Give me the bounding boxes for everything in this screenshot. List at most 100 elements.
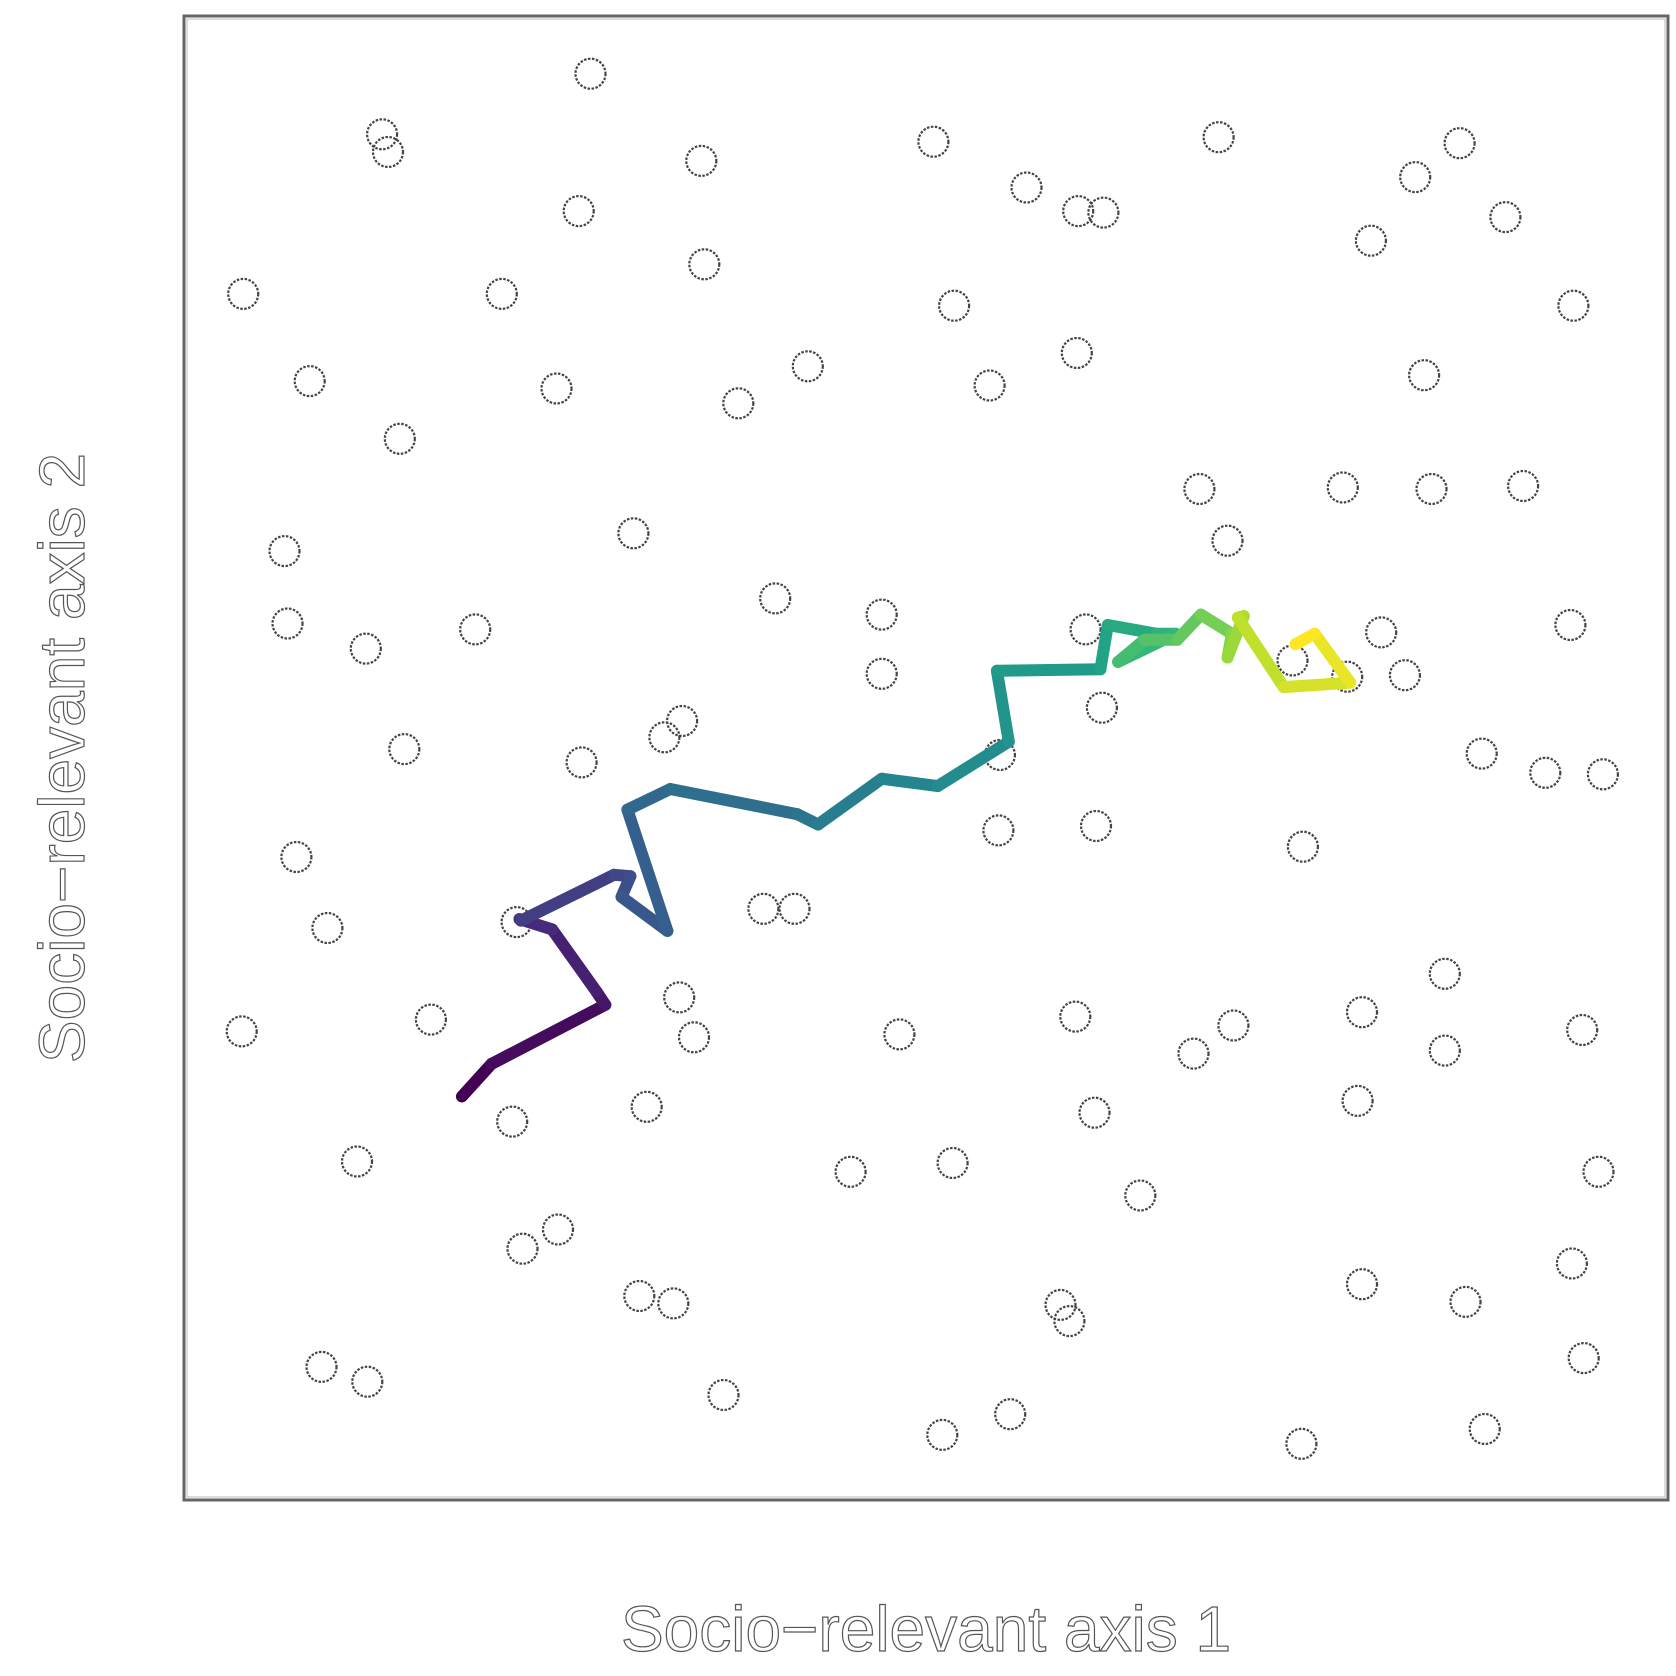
scatter-point xyxy=(1354,224,1388,257)
scatter-point xyxy=(685,144,718,177)
scatter-point xyxy=(791,350,824,383)
scatter-point xyxy=(1557,289,1590,322)
scatter-point xyxy=(1183,472,1216,506)
scatter-point xyxy=(1388,659,1422,692)
scatter-point xyxy=(1345,1268,1379,1301)
trajectory-segment xyxy=(515,868,621,927)
scatter-point xyxy=(305,1350,338,1384)
scatter-point xyxy=(1341,1084,1374,1118)
trajectory-segment xyxy=(1289,627,1321,651)
trajectory-segment xyxy=(1231,611,1290,694)
scatter-point xyxy=(541,1213,575,1246)
scatter-point xyxy=(485,277,518,310)
scatter-point xyxy=(366,118,399,151)
scatter-point xyxy=(1566,1013,1599,1047)
scatter-point xyxy=(1586,758,1620,791)
scatter-point xyxy=(865,598,898,631)
scatter-point xyxy=(722,387,755,420)
scatter-point xyxy=(1286,830,1320,863)
scatter-point xyxy=(937,289,971,322)
scatter-point xyxy=(1276,644,1309,677)
scatter-point xyxy=(1177,1037,1210,1070)
scatter-point xyxy=(623,1279,656,1313)
scatter-point xyxy=(883,1018,916,1051)
scatter-point xyxy=(414,1003,447,1036)
scatter-point xyxy=(1211,524,1244,557)
scatter-point xyxy=(973,369,1006,402)
scatter-point xyxy=(1060,336,1093,370)
scatter-point xyxy=(1465,737,1498,770)
trajectory-segment xyxy=(990,664,1015,748)
scatter-point xyxy=(1468,1412,1501,1446)
scatter-point xyxy=(663,981,696,1014)
trajectory-segment xyxy=(875,772,944,793)
trajectory-segment xyxy=(485,998,612,1070)
scatter-point xyxy=(227,277,260,310)
trajectory-segment xyxy=(812,772,888,831)
scatter-point xyxy=(1555,1247,1589,1280)
scatter-point xyxy=(340,1145,374,1178)
scatter-point xyxy=(617,517,650,550)
scatter-point xyxy=(271,607,304,640)
scatter-point xyxy=(311,911,344,945)
scatter-point xyxy=(1529,756,1562,789)
scatter-point xyxy=(1059,1000,1092,1033)
scatter-point xyxy=(540,372,573,405)
scatter-point xyxy=(1326,471,1359,504)
scatter-point xyxy=(565,746,598,779)
scatter-point xyxy=(1428,957,1461,990)
trajectory-segment xyxy=(546,923,603,998)
scatter-point xyxy=(707,1378,740,1412)
scatter-point xyxy=(994,1398,1027,1431)
scatter-point xyxy=(1331,660,1364,693)
scatter-point xyxy=(1582,1155,1615,1188)
trajectory-segment xyxy=(455,1057,498,1103)
scatter-point xyxy=(1053,1304,1086,1338)
scatter-point xyxy=(1044,1288,1077,1322)
plot-frame xyxy=(182,14,1670,1502)
scatter-point xyxy=(1202,121,1235,154)
scatter-point xyxy=(1506,469,1540,503)
scatter-point xyxy=(1567,1341,1600,1375)
scatter-point xyxy=(293,365,326,398)
scatter-point xyxy=(657,1287,690,1320)
scatter-point xyxy=(1217,1009,1250,1042)
scatter-point xyxy=(917,125,950,158)
scatter-point xyxy=(926,1418,959,1452)
scatter-point xyxy=(630,1090,663,1123)
scatter-point xyxy=(648,721,681,754)
scatter-point xyxy=(1087,196,1120,229)
scatter-point xyxy=(1345,996,1379,1029)
scatter-point xyxy=(1010,171,1043,204)
scatter-point xyxy=(1554,608,1587,642)
y-axis-label: Socio−relevant axis 2 xyxy=(26,453,98,1063)
scatter-point xyxy=(225,1015,258,1048)
trajectory-segment xyxy=(1094,619,1114,676)
scatter-point xyxy=(562,195,595,228)
scatter-point xyxy=(677,1021,711,1054)
trajectory-segment xyxy=(664,783,804,821)
scatter-point xyxy=(349,632,382,665)
scatter-point xyxy=(1085,691,1119,724)
scatter-point xyxy=(1069,613,1102,646)
trajectory-segment xyxy=(1101,619,1163,640)
scatter-point xyxy=(383,422,416,455)
scatter-point xyxy=(936,1146,969,1180)
scatter-point xyxy=(1489,201,1522,234)
scatter-point xyxy=(1062,195,1095,228)
trajectory-path xyxy=(455,608,1357,1103)
scatter-point xyxy=(496,1105,529,1138)
trajectory-segment xyxy=(1194,608,1238,640)
scatter-point xyxy=(834,1155,867,1188)
trajectory-segment xyxy=(1277,676,1357,694)
scatter-point xyxy=(1415,472,1448,506)
scatter-point xyxy=(778,892,811,925)
scatter-point xyxy=(1407,359,1441,392)
scatter-point xyxy=(983,738,1017,772)
scatter-point xyxy=(1443,127,1476,160)
scatter-point xyxy=(688,248,721,281)
scatter-point xyxy=(351,1365,384,1398)
scatter-point xyxy=(759,582,792,615)
scatter-points xyxy=(225,57,1620,1460)
